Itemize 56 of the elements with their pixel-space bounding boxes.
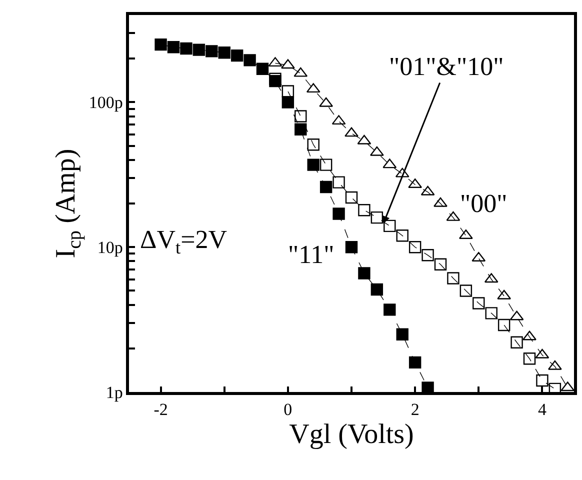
point [282, 85, 294, 98]
y-tick-label: 100p [88, 93, 123, 112]
point [344, 127, 358, 137]
point [370, 211, 384, 224]
point [294, 110, 307, 122]
point [523, 352, 536, 365]
point [422, 249, 434, 262]
point [522, 330, 536, 340]
point [536, 374, 548, 387]
point [434, 258, 447, 270]
point [345, 241, 358, 254]
y-tick-label: 1p [106, 382, 123, 402]
point [434, 197, 448, 207]
point [294, 123, 307, 136]
point [370, 283, 384, 296]
point [269, 72, 282, 85]
point [384, 304, 396, 316]
point [320, 158, 332, 171]
point [244, 54, 256, 66]
point [332, 208, 345, 220]
point [485, 307, 498, 320]
point [408, 356, 422, 369]
point [307, 138, 320, 151]
point [408, 241, 422, 254]
point [460, 284, 472, 297]
point [498, 318, 510, 332]
annotation: "01"&"10" [389, 52, 504, 81]
point [472, 297, 485, 310]
point [384, 220, 396, 232]
x-tick-label: 4 [538, 400, 547, 420]
point [307, 158, 320, 171]
point [396, 328, 408, 340]
x-tick-label: 2 [410, 400, 420, 420]
point [230, 49, 244, 62]
point [332, 176, 345, 188]
point [396, 230, 408, 242]
point [167, 41, 180, 54]
annotation: "11" [288, 240, 334, 269]
point [345, 191, 358, 204]
point [180, 42, 192, 55]
annotation: ΔV$_{t}$=2V [140, 225, 228, 258]
x-axis-title: Vgl (Volts) [289, 419, 414, 450]
point [510, 336, 523, 348]
point [358, 267, 370, 280]
y-tick-label: 10p [97, 238, 123, 258]
point [154, 38, 167, 51]
point [206, 45, 218, 58]
x-tick-label: -2 [154, 400, 168, 420]
annotation: "00" [460, 189, 508, 218]
x-tick-label: 0 [284, 400, 292, 420]
point [192, 44, 206, 56]
point [256, 62, 269, 75]
point [320, 180, 332, 194]
point [358, 204, 370, 216]
point [447, 272, 460, 284]
point [218, 46, 230, 59]
